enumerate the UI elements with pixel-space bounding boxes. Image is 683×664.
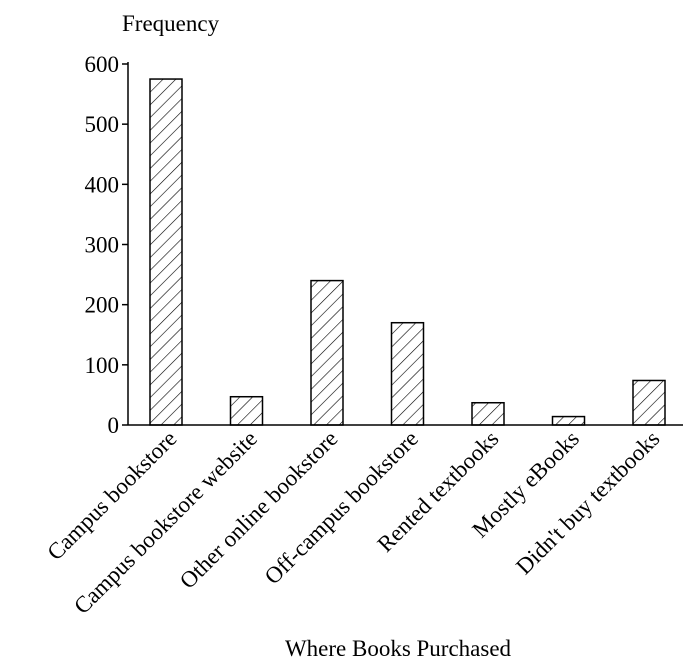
y-tick-label: 600 — [85, 52, 120, 77]
bar — [149, 78, 183, 426]
y-tick-label: 400 — [85, 172, 120, 197]
y-tick-label: 200 — [85, 293, 120, 318]
x-axis-label: Where Books Purchased — [285, 636, 512, 661]
x-tick-label: Other online bookstore — [175, 426, 343, 594]
bar — [390, 321, 425, 426]
y-tick-label: 300 — [85, 233, 120, 258]
y-tick-label: 100 — [85, 353, 120, 378]
y-axis-label: Frequency — [122, 11, 220, 36]
y-tick-label: 0 — [108, 413, 120, 438]
y-tick-label: 500 — [85, 112, 120, 137]
x-tick-label: Didn't buy textbooks — [511, 426, 664, 579]
bar — [632, 379, 666, 426]
bar — [229, 395, 264, 426]
bar — [551, 415, 586, 426]
x-tick-label: Off-campus bookstore — [260, 426, 423, 589]
bar — [310, 279, 344, 426]
bar — [471, 401, 505, 426]
